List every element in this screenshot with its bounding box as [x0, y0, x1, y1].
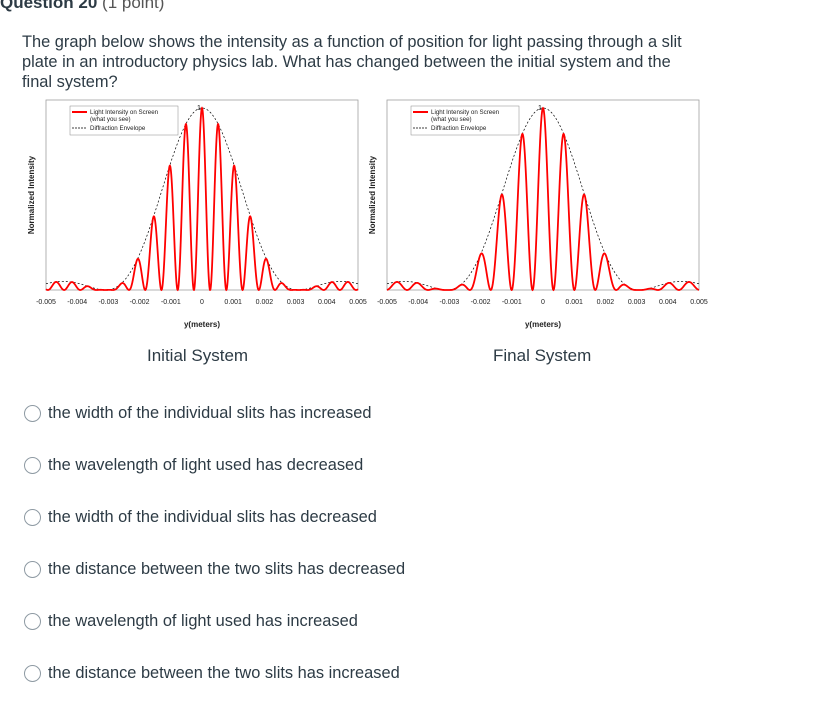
x-tick-label: -0.001: [502, 299, 522, 306]
radio-button[interactable]: [24, 664, 41, 682]
answer-label: the distance between the two slits has i…: [48, 663, 400, 682]
answer-option-4[interactable]: the distance between the two slits has d…: [24, 557, 405, 581]
chart-initial-svg: 1 -0.005 -0.004 -0.003 -0.002 -0.001 0 0.001 0.0…: [27, 99, 367, 329]
x-tick-label: 0.003: [628, 299, 646, 306]
answer-option-5[interactable]: the wavelength of light used has increas…: [24, 609, 358, 633]
x-tick-label: -0.003: [98, 299, 118, 306]
question-text: The graph below shows the intensity as a…: [22, 33, 682, 91]
question-points: (1 point): [102, 0, 165, 12]
x-tick-label: -0.001: [161, 299, 181, 306]
answer-label: the width of the individual slits has de…: [48, 507, 377, 526]
y-tick-label: 1: [197, 103, 201, 112]
y-axis-label: Normalized Intensity: [27, 155, 36, 234]
question-title: Question 20: [0, 0, 98, 12]
answer-label: the wavelength of light used has decreas…: [48, 455, 364, 474]
answer-option-2[interactable]: the wavelength of light used has decreas…: [24, 453, 363, 477]
chart-legend: Light Intensity on Screen(what you see) D…: [69, 105, 179, 136]
chart-initial: 1 -0.005 -0.004 -0.003 -0.002 -0.001 0 0.001 0.0…: [26, 98, 367, 333]
x-tick-label: 0: [200, 299, 204, 306]
answer-option-3[interactable]: the width of the individual slits has de…: [24, 505, 377, 529]
caption-initial: Initial System: [147, 346, 249, 365]
x-tick-label: -0.003: [439, 299, 459, 306]
x-tick-label: -0.005: [377, 299, 397, 306]
radio-button[interactable]: [24, 612, 41, 630]
legend-box: [69, 105, 179, 136]
legend-box: [410, 105, 520, 136]
question-header: Question 20 (1 point): [0, 0, 164, 13]
chart-legend: Light Intensity on Screen(what you see) D…: [410, 105, 520, 136]
series-light-intensity: [45, 106, 359, 292]
legend-label-intensity-note: (what you see): [90, 116, 131, 123]
answer-option-1[interactable]: the width of the individual slits has in…: [24, 401, 371, 425]
x-tick-label: -0.002: [471, 299, 491, 306]
y-tick-label: 1: [538, 103, 542, 112]
x-axis-label: y(meters): [184, 320, 220, 329]
x-tick-label: -0.004: [67, 299, 87, 306]
x-tick-label: 0.002: [256, 299, 274, 306]
answer-label: the width of the individual slits has in…: [48, 403, 372, 422]
x-tick-label: -0.004: [408, 299, 428, 306]
x-tick-label: 0: [541, 299, 545, 306]
x-tick-label: 0.003: [287, 299, 305, 306]
x-tick-label: 0.005: [690, 299, 708, 306]
x-tick-label: 0.001: [565, 299, 583, 306]
x-tick-label: -0.002: [130, 299, 150, 306]
x-tick-label: 0.004: [318, 299, 336, 306]
x-tick-label: 0.002: [597, 299, 615, 306]
radio-button[interactable]: [24, 456, 41, 474]
x-tick-label: -0.005: [36, 299, 56, 306]
x-tick-label: 0.005: [349, 299, 367, 306]
radio-button[interactable]: [24, 560, 41, 578]
legend-label-intensity: Light Intensity on Screen: [431, 109, 500, 116]
radio-button[interactable]: [24, 404, 41, 422]
x-tick-label: 0.004: [659, 299, 677, 306]
legend-label-envelope: Diffraction Envelope: [90, 125, 146, 132]
radio-button[interactable]: [24, 508, 41, 526]
x-tick-label: 0.001: [224, 299, 242, 306]
chart-final-svg: 1 -0.005 -0.004 -0.003 -0.002 -0.001 0 0.001 0.0…: [368, 99, 708, 329]
x-axis-label: y(meters): [525, 320, 561, 329]
chart-final: 1 -0.005 -0.004 -0.003 -0.002 -0.001 0 0.001 0.0…: [367, 98, 708, 333]
y-axis-label: Normalized Intensity: [368, 155, 377, 234]
legend-label-intensity: Light Intensity on Screen: [90, 109, 159, 116]
caption-final: Final System: [493, 346, 592, 365]
answer-option-6[interactable]: the distance between the two slits has i…: [24, 661, 400, 685]
answer-label: the wavelength of light used has increas…: [48, 611, 358, 630]
answer-label: the distance between the two slits has d…: [48, 559, 406, 578]
legend-label-intensity-note: (what you see): [431, 116, 472, 123]
series-light-intensity: [386, 106, 700, 292]
legend-label-envelope: Diffraction Envelope: [431, 125, 487, 132]
